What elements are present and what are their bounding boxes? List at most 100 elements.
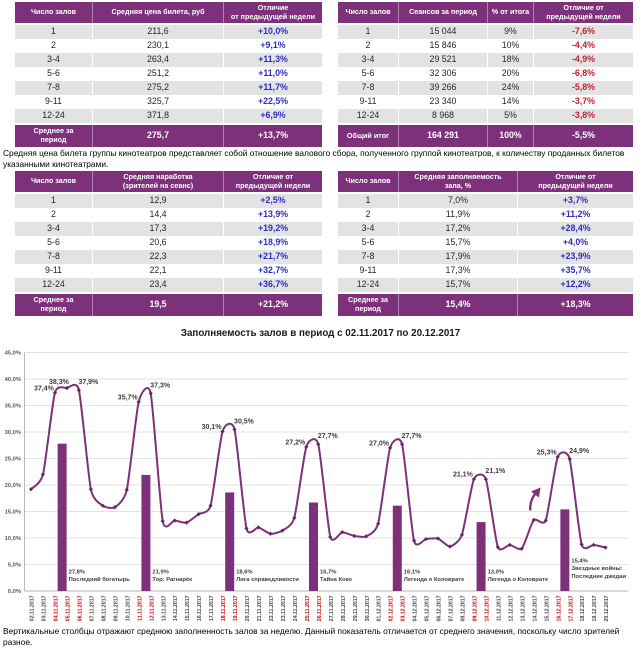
footer-cell: Среднее за период bbox=[33, 295, 74, 313]
x-date-label: 14.12.2017 bbox=[532, 595, 538, 621]
table-avg-attendance: Число залов Средняя наработка (зрителей н… bbox=[15, 171, 322, 316]
bar-value-label: 27,8% bbox=[69, 570, 85, 576]
x-date-label: 17.11.2017 bbox=[209, 595, 215, 621]
body-cell: 29 521 bbox=[398, 53, 487, 67]
table-row: Число залов Средняя наработка (зрителей н… bbox=[15, 171, 322, 192]
point-label: 37,4% bbox=[34, 385, 55, 392]
line-marker bbox=[112, 505, 117, 510]
point-label: 21,1% bbox=[485, 468, 506, 475]
table-row: 1 12,9 +2,5% bbox=[15, 194, 322, 208]
body-cell: +22,5% bbox=[223, 95, 322, 109]
x-date-label: 13.11.2017 bbox=[161, 595, 167, 621]
table-row: Среднее за период 19,5 +21,2% bbox=[15, 294, 322, 316]
x-date-label: 20.11.2017 bbox=[245, 595, 251, 621]
body-cell: +19,2% bbox=[223, 222, 322, 236]
footer-cell: -5,5% bbox=[533, 125, 633, 147]
weekly-average-bar bbox=[392, 505, 402, 591]
x-date-label: 25.11.2017 bbox=[305, 595, 311, 621]
x-date-label: 09.12.2017 bbox=[472, 595, 478, 621]
x-date-label: 23.11.2017 bbox=[281, 595, 287, 621]
line-marker bbox=[543, 518, 548, 523]
body-cell: 24% bbox=[487, 81, 533, 95]
header-cell: Средняя наработка (зрителей на сеанс) bbox=[92, 171, 223, 192]
body-cell: +12,2% bbox=[517, 278, 633, 292]
table-row: 5-6 251,2 +11,0% bbox=[15, 67, 322, 81]
x-date-label: 03.12.2017 bbox=[401, 595, 407, 621]
line-marker bbox=[399, 442, 405, 447]
line-marker bbox=[579, 542, 584, 547]
footer-cell: 100% bbox=[487, 125, 533, 147]
x-date-label: 10.12.2017 bbox=[484, 595, 490, 621]
footer-cell: 15,4% bbox=[398, 294, 517, 316]
header-cell: Число залов bbox=[345, 176, 391, 186]
line-marker bbox=[52, 390, 58, 395]
x-date-label: 26.11.2017 bbox=[317, 595, 323, 621]
occupancy-line bbox=[30, 383, 606, 551]
x-date-label: 03.11.2017 bbox=[42, 595, 48, 621]
table-row: Среднее за период 275,7 +13,7% bbox=[15, 125, 322, 147]
body-cell: 12,9 bbox=[92, 194, 223, 208]
table-row: 2 14,4 +13,9% bbox=[15, 208, 322, 222]
bar-value-label: 13,0% bbox=[488, 570, 504, 576]
body-cell: 18% bbox=[487, 53, 533, 67]
ticket-price-note: Средняя цена билета группы кинотеатров п… bbox=[3, 148, 625, 169]
weekly-average-bar bbox=[225, 492, 235, 591]
y-tick-label: 45,0% bbox=[5, 351, 21, 357]
body-cell: +35,7% bbox=[517, 264, 633, 278]
line-marker bbox=[160, 518, 165, 524]
body-cell: 12-24 bbox=[356, 110, 380, 121]
body-cell: 17,9% bbox=[398, 250, 517, 264]
body-cell: 7-8 bbox=[47, 82, 60, 93]
body-cell: 12-24 bbox=[356, 279, 380, 290]
body-cell: -4,4% bbox=[533, 39, 633, 53]
x-date-label: 27.11.2017 bbox=[329, 595, 335, 621]
x-date-label: 28.11.2017 bbox=[341, 595, 347, 621]
bar-value-label: 15,4% bbox=[571, 559, 587, 565]
bar-film-label: Тайна Коко bbox=[320, 576, 352, 583]
x-date-label: 15.11.2017 bbox=[185, 595, 191, 621]
body-cell: 251,2 bbox=[92, 67, 223, 81]
line-marker bbox=[184, 520, 189, 525]
header-cell: Средняя заполняемость зала, % bbox=[398, 171, 517, 192]
body-cell: 23 340 bbox=[398, 95, 487, 109]
line-marker bbox=[28, 487, 34, 492]
bar-film-label: Легенда о Коловрате bbox=[404, 577, 465, 583]
x-date-label: 04.11.2017 bbox=[54, 595, 60, 621]
table-row: 9-11 23 340 14% -3,7% bbox=[338, 95, 633, 109]
footer-cell: Среднее за период bbox=[33, 126, 74, 144]
footer-cell: Общий итог bbox=[346, 130, 390, 140]
line-marker bbox=[340, 530, 345, 535]
body-cell: +6,9% bbox=[223, 109, 322, 123]
body-cell: +36,7% bbox=[223, 278, 322, 292]
footer-cell: 275,7 bbox=[92, 125, 223, 147]
bar-film-label: Лига справедливости bbox=[236, 577, 299, 583]
body-cell: 9% bbox=[487, 25, 533, 39]
footer-cell: +13,7% bbox=[223, 125, 322, 147]
table-row: 2 15 846 10% -4,4% bbox=[338, 39, 633, 53]
x-date-label: 14.11.2017 bbox=[173, 595, 179, 621]
body-cell: -5,8% bbox=[533, 81, 633, 95]
header-cell: Отличие от предыдущей недели bbox=[223, 2, 322, 23]
bar-value-label: 18,6% bbox=[236, 570, 252, 576]
body-cell: 14% bbox=[487, 95, 533, 109]
point-label: 37,3% bbox=[150, 382, 171, 389]
body-cell: +23,9% bbox=[517, 250, 633, 264]
body-cell: 22,1 bbox=[92, 264, 223, 278]
point-label: 38,3% bbox=[49, 379, 70, 386]
body-cell: 275,2 bbox=[92, 81, 223, 95]
line-marker bbox=[352, 533, 357, 538]
body-cell: +9,1% bbox=[223, 39, 322, 53]
x-date-label: 22.11.2017 bbox=[269, 595, 275, 621]
point-label: 27,7% bbox=[402, 433, 423, 440]
x-date-label: 11.11.2017 bbox=[137, 595, 143, 621]
y-tick-label: 0,0% bbox=[8, 589, 21, 595]
x-date-label: 18.12.2017 bbox=[580, 595, 586, 621]
header-cell: Средняя цена билета, руб bbox=[92, 2, 223, 23]
x-date-label: 12.11.2017 bbox=[149, 595, 155, 621]
body-cell: 2 bbox=[365, 40, 371, 51]
body-cell: 23,4 bbox=[92, 278, 223, 292]
body-cell: +28,4% bbox=[517, 222, 633, 236]
x-date-label: 04.12.2017 bbox=[413, 595, 419, 621]
body-cell: +11,7% bbox=[223, 81, 322, 95]
body-cell: 17,3% bbox=[398, 264, 517, 278]
